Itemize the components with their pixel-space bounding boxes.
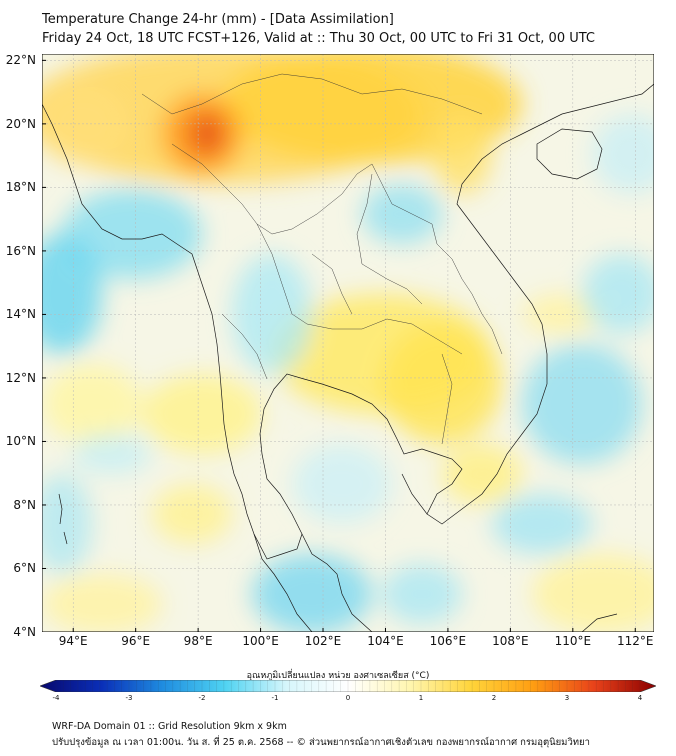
colorbar-tick-label: -2 bbox=[198, 694, 206, 702]
lat-label: 10°N bbox=[5, 434, 36, 449]
footer-update-info: ปรับปรุงข้อมูล ณ เวลา 01:00น. วัน ส. ที่… bbox=[52, 737, 590, 748]
lon-label: 112°E bbox=[617, 634, 654, 648]
lat-label: 14°N bbox=[5, 307, 36, 322]
colorbar-tick-label: -3 bbox=[125, 694, 133, 702]
colorbar-tick-label: 4 bbox=[637, 694, 643, 702]
colorbar bbox=[40, 680, 656, 692]
lon-label: 100°E bbox=[242, 634, 279, 648]
lat-label: 16°N bbox=[5, 243, 36, 258]
lat-label: 12°N bbox=[5, 370, 36, 385]
lat-label: 8°N bbox=[13, 497, 36, 512]
lat-label: 22°N bbox=[5, 53, 36, 68]
colorbar-tick-label: 1 bbox=[418, 694, 424, 702]
field-shading bbox=[42, 54, 654, 632]
lon-label: 110°E bbox=[554, 634, 592, 648]
footer-model-info: WRF-DA Domain 01 :: Grid Resolution 9km … bbox=[52, 721, 287, 732]
colorbar-tick-label: -1 bbox=[271, 694, 279, 702]
lon-label: 106°E bbox=[429, 634, 467, 648]
lat-label: 6°N bbox=[13, 561, 36, 576]
temperature-change-map bbox=[42, 54, 654, 632]
graticule bbox=[42, 54, 654, 632]
colorbar-title: อุณหภูมิเปลี่ยนแปลง หน่วย องศาเซลเซียส (… bbox=[246, 671, 430, 681]
lat-label: 18°N bbox=[5, 180, 36, 195]
lon-label: 102°E bbox=[304, 634, 342, 648]
colorbar-tick-label: 3 bbox=[564, 694, 570, 702]
colorbar-tick-label: 2 bbox=[491, 694, 497, 702]
country-borders bbox=[141, 73, 503, 445]
lon-label: 108°E bbox=[492, 634, 529, 648]
lon-label: 98°E bbox=[183, 634, 213, 648]
lon-label: 94°E bbox=[58, 634, 88, 648]
lon-label: 104°E bbox=[367, 634, 404, 648]
colorbar-tick-label: 0 bbox=[345, 694, 351, 702]
lat-label: 20°N bbox=[5, 116, 36, 131]
lon-label: 96°E bbox=[121, 634, 151, 648]
coastlines bbox=[42, 83, 654, 632]
map-subtitle: Friday 24 Oct, 18 UTC FCST+126, Valid at… bbox=[42, 31, 596, 46]
colorbar-tick-label: -4 bbox=[52, 694, 60, 702]
lat-label: 4°N bbox=[13, 625, 36, 639]
map-title: Temperature Change 24-hr (mm) - [Data As… bbox=[42, 12, 394, 27]
